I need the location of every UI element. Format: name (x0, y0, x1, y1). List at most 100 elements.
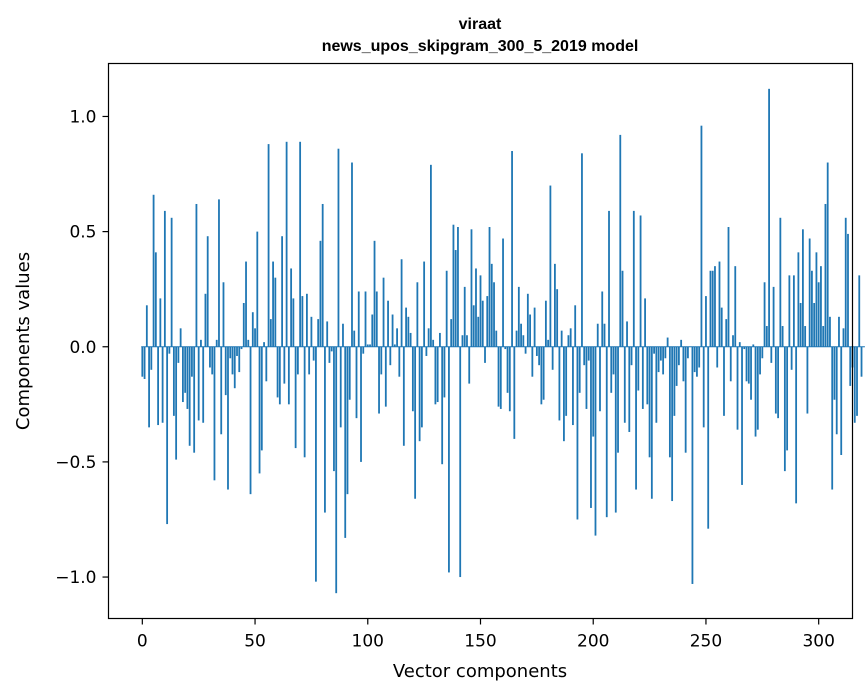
bar (551, 346, 554, 370)
bar (515, 330, 518, 347)
bar (802, 229, 804, 347)
bar (655, 346, 658, 423)
bar (256, 231, 259, 347)
bar (450, 319, 453, 347)
bar (150, 346, 153, 370)
bar (260, 346, 263, 451)
bar (398, 346, 401, 377)
bar (355, 346, 358, 419)
bar (761, 346, 764, 359)
bar (452, 224, 455, 347)
bar (222, 282, 225, 347)
bar (517, 286, 520, 347)
bar (402, 346, 405, 446)
bar (141, 346, 144, 377)
bar (763, 282, 766, 347)
bar (659, 346, 662, 361)
bar (630, 346, 633, 366)
bar (200, 339, 202, 347)
bar (738, 342, 741, 347)
bar (448, 346, 450, 573)
bar (348, 346, 351, 400)
bar (714, 266, 716, 347)
bar (283, 346, 286, 384)
bar (163, 210, 166, 347)
bar (657, 346, 660, 373)
bar (590, 346, 592, 508)
bar (792, 275, 795, 347)
bar (779, 217, 782, 347)
bar (750, 346, 752, 400)
bar (542, 346, 545, 400)
bar (472, 305, 475, 347)
bar (583, 346, 586, 366)
bar (535, 346, 538, 356)
bar (351, 162, 353, 347)
bar (558, 346, 561, 421)
bar (423, 261, 426, 347)
bar (844, 217, 847, 347)
bar (840, 346, 843, 455)
bar (172, 346, 175, 416)
chart-subtitle: news_upos_skipgram_300_5_2019 model (322, 38, 639, 55)
bar (197, 346, 200, 421)
bar (596, 323, 599, 347)
bar (166, 346, 169, 525)
bar (457, 227, 459, 347)
bar (790, 346, 793, 370)
bar (581, 153, 583, 347)
bar (409, 332, 412, 347)
x-tick-label: 50 (244, 632, 266, 652)
bar (664, 346, 667, 359)
bar (572, 346, 574, 426)
bar (209, 346, 211, 368)
bar (668, 346, 671, 458)
bar (820, 266, 822, 347)
chart-title: viraat (459, 16, 502, 33)
bar (366, 344, 369, 347)
bar (811, 270, 813, 347)
bar (594, 346, 597, 536)
bar (700, 125, 703, 347)
bar (605, 346, 608, 518)
bar (184, 346, 187, 393)
bar (278, 346, 281, 405)
bar (770, 346, 773, 363)
bar (371, 314, 374, 347)
bar (461, 335, 464, 347)
bar (529, 314, 531, 347)
bar (445, 270, 448, 347)
bar (292, 298, 295, 347)
bar (711, 270, 714, 347)
bar (799, 303, 802, 347)
bar (168, 346, 171, 354)
bar (680, 339, 683, 347)
bar (337, 148, 340, 347)
bar (804, 326, 807, 347)
bar (274, 277, 277, 347)
bar (301, 296, 304, 347)
bar (817, 282, 820, 347)
bar (249, 346, 252, 495)
bar (759, 346, 761, 375)
bar (393, 344, 396, 347)
bar (188, 346, 191, 446)
bar (391, 314, 394, 347)
bar (414, 346, 417, 499)
bar (786, 346, 789, 451)
bar (533, 307, 536, 347)
bar (490, 263, 493, 347)
bar (524, 346, 527, 354)
bar (373, 240, 376, 347)
bar (783, 346, 786, 472)
bar (705, 296, 707, 347)
bar (687, 346, 689, 359)
bar (747, 346, 750, 384)
bar (560, 330, 563, 347)
bar (220, 346, 223, 435)
bar (459, 346, 462, 578)
bar (653, 346, 655, 354)
bar (475, 268, 477, 347)
bar (154, 252, 157, 347)
